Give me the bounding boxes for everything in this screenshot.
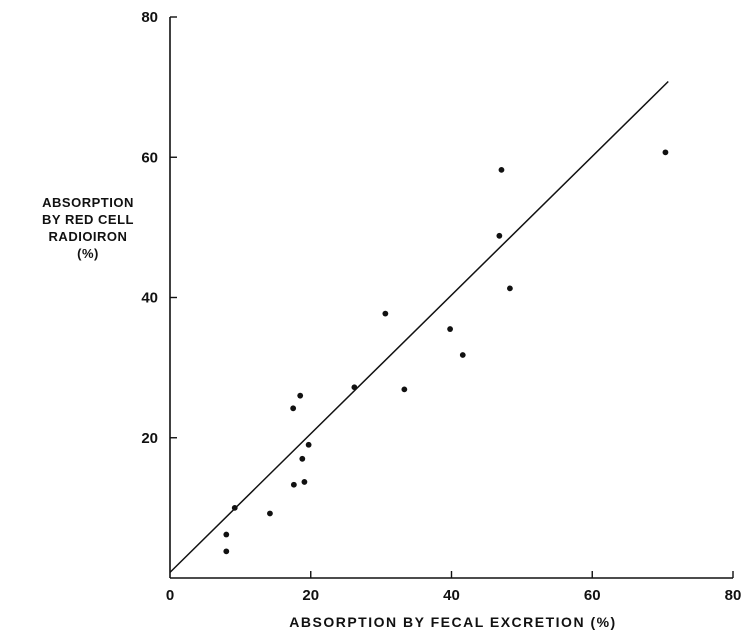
x-tick-label: 80 <box>725 587 742 604</box>
data-point <box>267 510 273 517</box>
fit-line <box>169 80 669 573</box>
y-tick-label: 80 <box>141 9 158 26</box>
data-point <box>401 386 408 393</box>
data-point <box>301 479 308 485</box>
y-tick-label: 20 <box>141 430 158 447</box>
data-point <box>290 405 297 412</box>
y-tick-label: 60 <box>141 149 158 166</box>
data-points <box>223 149 669 555</box>
data-point <box>231 504 238 511</box>
data-point <box>496 232 503 239</box>
y-axis-title-line-1: ABSORPTION <box>42 195 134 210</box>
data-point <box>447 326 453 332</box>
data-point <box>305 441 312 448</box>
x-tick-label: 0 <box>166 587 174 604</box>
y-axis-title-line-4: (%) <box>77 246 99 261</box>
x-axis-ticks: 0 20 40 60 80 <box>166 571 742 604</box>
regression-line <box>169 80 669 573</box>
data-point <box>498 166 505 173</box>
data-point <box>459 352 466 358</box>
data-point <box>351 384 358 391</box>
y-tick-label: 40 <box>141 290 158 307</box>
data-point <box>223 548 230 555</box>
data-point <box>297 392 304 399</box>
data-point <box>299 455 306 462</box>
x-tick-label: 20 <box>302 587 319 604</box>
y-axis-title: ABSORPTION BY RED CELL RADIOIRON (%) <box>42 195 134 261</box>
data-point <box>507 285 513 292</box>
data-point <box>662 149 669 156</box>
data-point <box>382 310 389 317</box>
y-axis-ticks: 20 40 60 80 <box>141 9 177 447</box>
x-tick-label: 60 <box>584 587 601 604</box>
y-axis-title-line-2: BY RED CELL <box>42 212 134 227</box>
data-point <box>290 481 297 488</box>
x-axis-title: ABSORPTION BY FECAL EXCRETION (%) <box>289 614 616 630</box>
y-axis-title-line-3: RADIOIRON <box>49 229 128 244</box>
data-point <box>223 531 230 538</box>
x-tick-label: 40 <box>443 587 460 604</box>
